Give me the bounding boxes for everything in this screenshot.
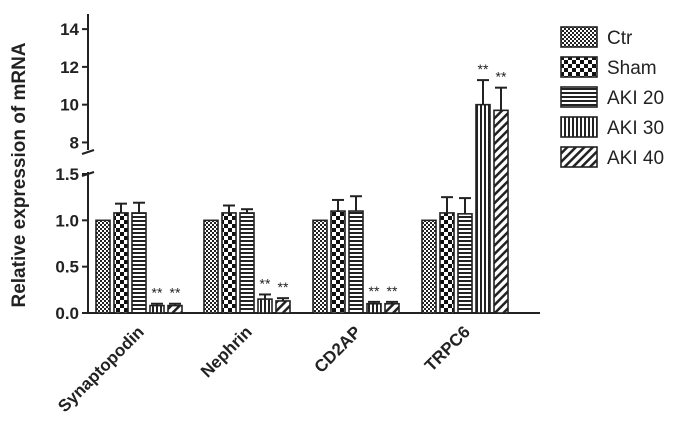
- y-tick-label: 8: [70, 133, 79, 152]
- bar-sham: [113, 212, 129, 314]
- bar-aki-40: [167, 304, 183, 314]
- bar-aki-30: [475, 103, 491, 314]
- category-label: Synaptopodin: [54, 322, 148, 416]
- significance-marker: **: [478, 61, 489, 77]
- bar-aki-20: [239, 212, 255, 314]
- legend-swatch: [560, 146, 598, 168]
- significance-marker: **: [170, 285, 181, 301]
- legend: Ctr Sham AKI 20 AKI 30 AKI 40: [560, 26, 664, 169]
- category-label: Nephrin: [197, 322, 256, 381]
- legend-label: AKI 30: [607, 118, 664, 139]
- category-labels: Synaptopodin Nephrin CD2AP TRPC6: [54, 322, 474, 416]
- bar-ctr: [312, 219, 328, 314]
- bar-ctr: [95, 219, 111, 314]
- bars: ** ** ** ** ** ** ** **: [95, 61, 509, 314]
- category-label: CD2AP: [311, 322, 365, 376]
- y-tick-label: 14: [60, 20, 79, 39]
- significance-marker: **: [369, 283, 380, 299]
- legend-label: Ctr: [607, 28, 633, 49]
- significance-marker: **: [152, 285, 163, 301]
- legend-swatch: [560, 56, 598, 78]
- y-tick-label: 1.5: [55, 165, 79, 184]
- significance-marker: **: [387, 283, 398, 299]
- significance-marker: **: [496, 69, 507, 85]
- legend-label: Sham: [607, 58, 657, 79]
- category-label: TRPC6: [421, 322, 474, 375]
- bar-aki-30: [257, 298, 273, 314]
- bar-aki-40: [493, 109, 509, 314]
- bar-sham: [221, 212, 237, 314]
- bar-aki-20: [457, 213, 473, 314]
- y-tick-label: 0.0: [55, 304, 79, 323]
- legend-swatch: [560, 86, 598, 108]
- y-tick-label: 10: [60, 96, 79, 115]
- y-axis-label: Relative expression of mRNA: [9, 42, 30, 307]
- y-tick-label: 0.5: [55, 258, 79, 277]
- significance-marker: **: [260, 275, 271, 291]
- bar-aki-30: [149, 304, 165, 314]
- bar-sham: [330, 210, 346, 314]
- bar-aki-20: [348, 210, 364, 314]
- bar-aki-40: [275, 300, 291, 314]
- bar-ctr: [421, 219, 437, 314]
- axis-break-mark: [81, 149, 95, 155]
- y-tick-label: 12: [60, 58, 79, 77]
- bar-sham: [439, 212, 455, 314]
- y-tick-label: 1.0: [55, 211, 79, 230]
- legend-swatch: [560, 26, 598, 48]
- bar-aki-20: [131, 212, 147, 314]
- legend-label: AKI 20: [607, 88, 664, 109]
- bar-aki-30: [366, 302, 382, 314]
- legend-label: AKI 40: [607, 148, 664, 169]
- bar-ctr: [203, 219, 219, 314]
- bar-aki-40: [384, 302, 400, 314]
- significance-marker: **: [278, 279, 289, 295]
- legend-swatch: [560, 116, 598, 138]
